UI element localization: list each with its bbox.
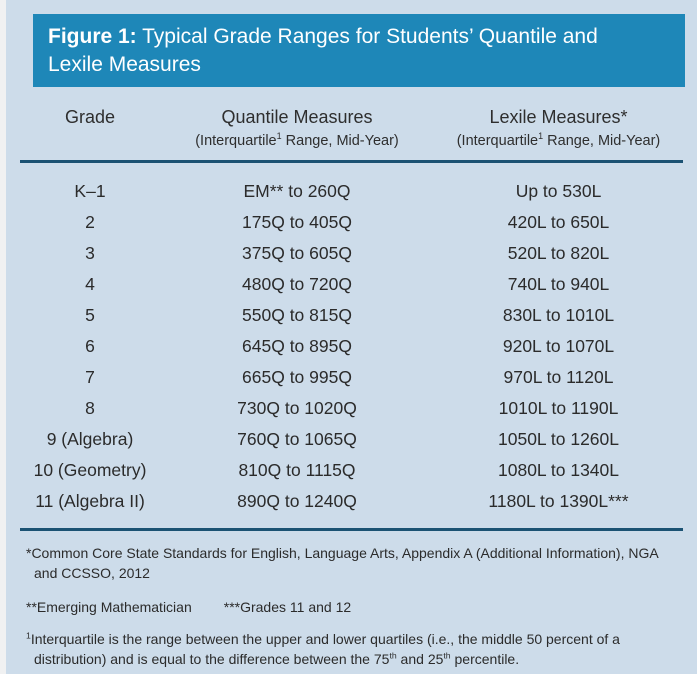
table-body: K–1 EM** to 260Q Up to 530L 2 175Q to 40…: [6, 163, 697, 528]
footnote-grades-11-12: ***Grades 11 and 12: [223, 599, 352, 615]
column-header-grade: Grade: [20, 104, 160, 152]
table-row: 11 (Algebra II) 890Q to 1240Q 1180L to 1…: [20, 486, 697, 517]
quantile-cell: 810Q to 1115Q: [238, 460, 356, 480]
grade-cell: 10 (Geometry): [33, 460, 147, 480]
grade-cell: K–1: [74, 181, 106, 201]
lexile-subtitle-sup: 1: [538, 131, 544, 142]
lexile-subtitle-pre: (Interquartile: [456, 133, 539, 149]
footnote-interquartile: 1Interquartile is the range between the …: [26, 629, 677, 669]
column-header-quantile: Quantile Measures (Interquartile1 Range,…: [160, 104, 434, 152]
interquartile-text-1: Interquartile is the range between the u…: [30, 631, 620, 667]
quantile-cell: 730Q to 1020Q: [237, 398, 357, 418]
quantile-cell: EM** to 260Q: [243, 181, 351, 201]
quantile-cell: 550Q to 815Q: [242, 305, 352, 325]
grade-cell: 5: [85, 305, 95, 325]
grade-cell: 11 (Algebra II): [35, 491, 145, 511]
lexile-cell: 970L to 1120L: [503, 367, 614, 387]
lexile-subtitle-post: Range, Mid-Year): [543, 133, 661, 149]
table-row: 8 730Q to 1020Q 1010L to 1190L: [20, 393, 697, 424]
table-row: 3 375Q to 605Q 520L to 820L: [20, 238, 697, 269]
interquartile-75-sup: th: [389, 650, 397, 661]
lexile-cell: 520L to 820L: [507, 243, 610, 263]
lexile-cell: 1010L to 1190L: [498, 398, 619, 418]
quantile-subtitle-sup: 1: [276, 131, 282, 142]
grade-cell: 8: [85, 398, 95, 418]
interquartile-marker: 1: [26, 630, 31, 641]
quantile-column-title: Quantile Measures: [221, 107, 373, 127]
lexile-cell: 920L to 1070L: [502, 336, 615, 356]
footer-rule: [20, 528, 683, 531]
quantile-cell: 480Q to 720Q: [242, 274, 352, 294]
grade-cell: 7: [85, 367, 95, 387]
quantile-cell: 175Q to 405Q: [242, 212, 352, 232]
lexile-cell: 1050L to 1260L: [498, 429, 619, 449]
interquartile-text-2: and: [396, 651, 428, 667]
table-row: 6 645Q to 895Q 920L to 1070L: [20, 331, 697, 362]
quantile-cell: 760Q to 1065Q: [237, 429, 357, 449]
grade-cell: 4: [85, 274, 95, 294]
footnote-emerging-mathematician: **Emerging Mathematician: [26, 599, 192, 615]
table-row: 4 480Q to 720Q 740L to 940L: [20, 269, 697, 300]
grade-column-title: Grade: [64, 107, 116, 127]
figure-header: Figure 1: Typical Grade Ranges for Stude…: [33, 14, 685, 87]
quantile-subtitle-pre: (Interquartile: [195, 133, 277, 149]
lexile-cell: 1180L to 1390L***: [488, 491, 629, 511]
figure-title: Typical Grade Ranges for Students’ Quant…: [48, 25, 598, 76]
interquartile-text-3: percentile.: [450, 651, 520, 667]
quantile-cell: 665Q to 995Q: [242, 367, 352, 387]
lexile-cell: 740L to 940L: [507, 274, 610, 294]
table-row: 10 (Geometry) 810Q to 1115Q 1080L to 134…: [20, 455, 697, 486]
lexile-cell: 420L to 650L: [507, 212, 610, 232]
table-row: 9 (Algebra) 760Q to 1065Q 1050L to 1260L: [20, 424, 697, 455]
lexile-cell: 1080L to 1340L: [498, 460, 619, 480]
quantile-subtitle-post: Range, Mid-Year): [281, 133, 399, 149]
grade-cell: 9 (Algebra): [46, 429, 134, 449]
grade-cell: 2: [85, 212, 95, 232]
quantile-cell: 375Q to 605Q: [242, 243, 352, 263]
grade-cell: 6: [85, 336, 95, 356]
figure-panel: Figure 1: Typical Grade Ranges for Stude…: [6, 0, 697, 674]
interquartile-25-sup: th: [443, 650, 451, 661]
lexile-column-title: Lexile Measures*: [489, 107, 628, 127]
lexile-column-subtitle: (Interquartile1 Range, Mid-Year): [434, 130, 683, 152]
footnote-markers: **Emerging Mathematician ***Grades 11 and…: [26, 597, 677, 617]
quantile-cell: 890Q to 1240Q: [237, 491, 357, 511]
footnotes: *Common Core State Standards for English…: [6, 531, 697, 669]
lexile-cell: 830L to 1010L: [502, 305, 615, 325]
grade-cell: 3: [85, 243, 95, 263]
footnote-source: *Common Core State Standards for English…: [26, 545, 658, 581]
interquartile-25: 25: [427, 651, 444, 667]
table-header-row: Grade Quantile Measures (Interquartile1 …: [6, 87, 697, 160]
table-row: 7 665Q to 995Q 970L to 1120L: [20, 362, 697, 393]
column-header-lexile: Lexile Measures* (Interquartile1 Range, …: [434, 104, 683, 152]
table-row: K–1 EM** to 260Q Up to 530L: [20, 176, 697, 207]
interquartile-75: 75: [373, 651, 390, 667]
quantile-cell: 645Q to 895Q: [242, 336, 352, 356]
table-row: 5 550Q to 815Q 830L to 1010L: [20, 300, 697, 331]
figure-label: Figure 1:: [48, 25, 137, 48]
quantile-column-subtitle: (Interquartile1 Range, Mid-Year): [160, 130, 434, 152]
table-row: 2 175Q to 405Q 420L to 650L: [20, 207, 697, 238]
lexile-cell: Up to 530L: [515, 181, 602, 201]
header-rule: [20, 160, 683, 163]
